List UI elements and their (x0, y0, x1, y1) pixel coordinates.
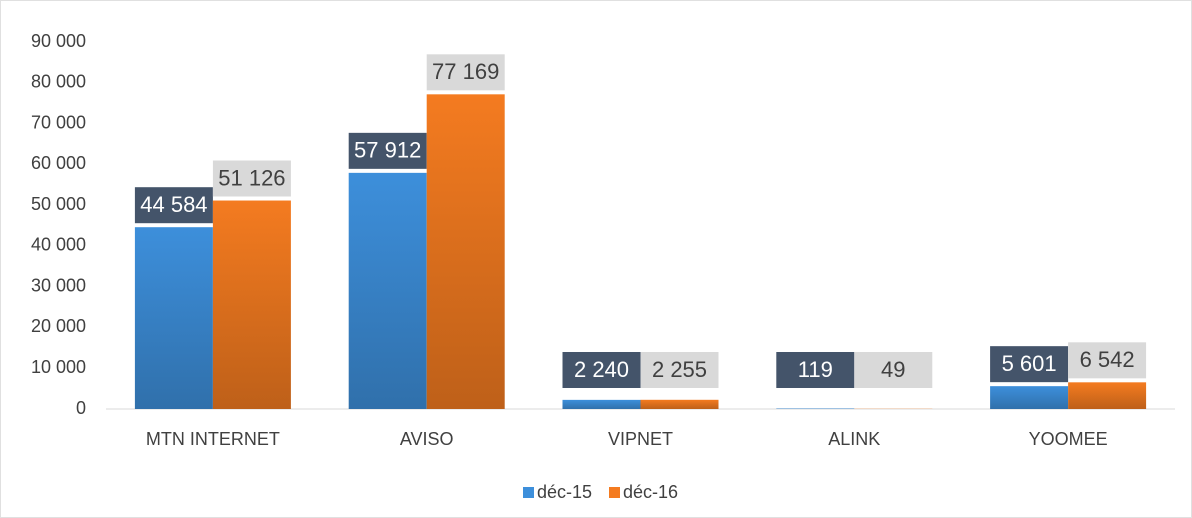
legend-label: déc-16 (623, 482, 678, 502)
legend-swatch (523, 487, 534, 498)
x-tick-label: VIPNET (608, 429, 673, 449)
y-tick-label: 40 000 (31, 235, 86, 255)
y-tick-label: 50 000 (31, 194, 86, 214)
bar (990, 386, 1069, 409)
value-label-box (1068, 342, 1147, 379)
legend-label: déc-15 (537, 482, 592, 502)
value-label: 2 255 (652, 357, 707, 382)
bar (562, 399, 641, 409)
bar (134, 227, 213, 409)
value-label-box (348, 132, 427, 169)
bar (1068, 382, 1147, 409)
value-label-box (212, 160, 291, 197)
value-label: 57 912 (354, 138, 421, 163)
x-tick-label: MTN INTERNET (146, 429, 280, 449)
value-label-box (990, 346, 1069, 383)
value-label: 51 126 (218, 165, 285, 190)
x-tick-label: AVISO (400, 429, 454, 449)
y-tick-label: 30 000 (31, 275, 86, 295)
y-tick-label: 70 000 (31, 112, 86, 132)
y-tick-label: 80 000 (31, 72, 86, 92)
value-label: 77 169 (432, 59, 499, 84)
value-label-box (640, 352, 719, 388)
y-tick-label: 60 000 (31, 153, 86, 173)
value-label-box (776, 352, 855, 388)
bar (426, 94, 505, 410)
bar (640, 399, 719, 409)
y-tick-label: 0 (76, 398, 86, 418)
value-label-box (854, 352, 933, 388)
value-label: 2 240 (574, 357, 629, 382)
value-label-box (426, 54, 505, 91)
value-label-box (562, 352, 641, 388)
value-label: 49 (881, 357, 905, 382)
y-tick-label: 20 000 (31, 316, 86, 336)
value-label: 44 584 (140, 192, 207, 217)
legend-swatch (609, 487, 620, 498)
value-label: 5 601 (1002, 351, 1057, 376)
value-label-box (134, 187, 213, 224)
value-label: 119 (798, 357, 833, 382)
bar (212, 200, 291, 409)
y-tick-label: 10 000 (31, 357, 86, 377)
value-label: 6 542 (1080, 347, 1135, 372)
y-tick-label: 90 000 (31, 31, 86, 51)
x-tick-label: ALINK (828, 429, 880, 449)
x-tick-label: YOOMEE (1029, 429, 1108, 449)
bar (348, 172, 427, 409)
